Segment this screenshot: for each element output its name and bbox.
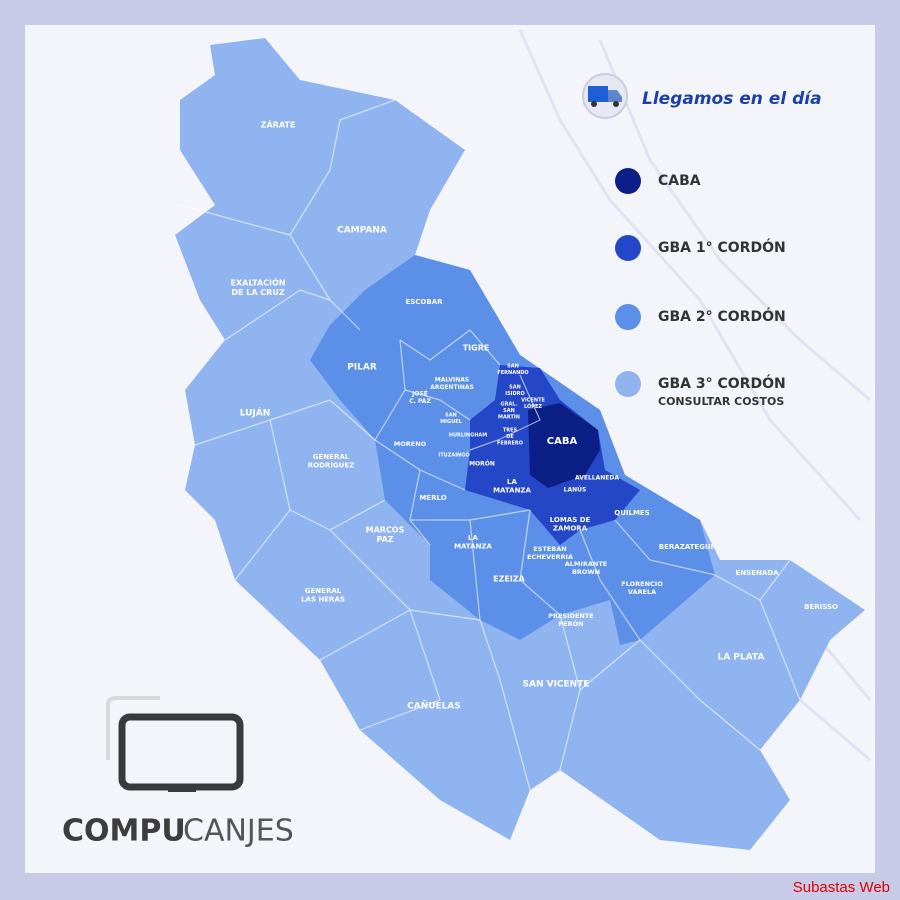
legend-note: CONSULTAR COSTOS — [658, 395, 784, 408]
zone-caba — [528, 403, 600, 488]
region-label: LA — [468, 534, 478, 542]
region-label: ARGENTINAS — [430, 384, 474, 391]
region-label: TRES — [503, 428, 518, 434]
region-label: SAN — [445, 413, 457, 419]
region-label: PRESIDENTE — [548, 612, 593, 620]
region-label: LANÚS — [564, 487, 587, 494]
region-label: MORÓN — [469, 461, 495, 468]
region-label: MATANZA — [454, 543, 492, 551]
watermark: Subastas Web — [793, 879, 890, 896]
region-label: PILAR — [347, 363, 377, 373]
region-label: PERÓN — [558, 619, 583, 628]
region-label: GRAL. — [501, 402, 518, 408]
region-label: DE LA CRUZ — [231, 288, 284, 297]
title: Llegamos en el día — [642, 89, 822, 109]
region-label: ESTEBAN — [533, 545, 566, 553]
region-label: EXALTACIÓN — [231, 277, 286, 288]
region-label: BERISSO — [804, 603, 838, 611]
district-borders — [179, 99, 801, 791]
region-label: LA PLATA — [718, 653, 765, 663]
region-label: FLORENCIO — [621, 580, 663, 588]
legend-swatch — [615, 304, 641, 330]
region-label: MERLO — [419, 494, 446, 502]
truck-icon — [582, 73, 628, 119]
region-label: MORENO — [394, 440, 427, 448]
logo-bold: COMPU — [62, 814, 186, 849]
region-label: MIGUEL — [440, 419, 462, 425]
region-label: ENSENADA — [736, 569, 780, 577]
region-label: LÓPEZ — [524, 403, 542, 410]
region-label: MATANZA — [493, 487, 531, 495]
region-label: ZÁRATE — [261, 119, 296, 130]
region-label: CABA — [547, 436, 578, 447]
region-label: ITUZAINGÓ — [438, 452, 469, 459]
region-label: LA — [507, 478, 517, 486]
map — [175, 38, 865, 850]
region-label: AVELLANEDA — [575, 475, 619, 482]
logo: COMPU CANJES — [62, 696, 294, 849]
region-label: SAN VICENTE — [523, 680, 590, 690]
legend-label: CABA — [658, 173, 701, 189]
legend-label: GBA 1° CORDÓN — [658, 238, 786, 256]
region-label: SAN — [507, 364, 519, 370]
region-label: QUILMES — [614, 509, 650, 517]
region-label: BERAZATEGUI — [659, 543, 713, 551]
region-label: CAÑUELAS — [407, 701, 461, 712]
region-label: FERNANDO — [497, 370, 528, 376]
legend-swatch — [615, 235, 641, 261]
legend-label: GBA 2° CORDÓN — [658, 307, 786, 325]
region-label: ISIDRO — [505, 391, 525, 397]
region-label: TIGRE — [463, 344, 490, 353]
region-label: LOMAS DE — [550, 516, 591, 524]
region-label: VARELA — [628, 588, 656, 596]
region-label: ZAMORA — [553, 525, 588, 533]
region-label: ESCOBAR — [405, 298, 443, 306]
background-roads — [518, 29, 872, 762]
region-label: EZEIZA — [493, 575, 526, 584]
region-label: SAN — [503, 408, 515, 414]
region-label: FEBRERO — [497, 441, 523, 447]
region-label: MALVINAS — [435, 377, 469, 384]
region-label: RODRIGUEZ — [308, 462, 354, 470]
region-label: MARTÍN — [498, 413, 520, 421]
region-label: VICENTE — [521, 398, 545, 404]
region-label: PAZ — [376, 535, 393, 544]
region-label: CAMPANA — [337, 226, 387, 236]
region-label: GENERAL — [305, 587, 342, 595]
region-label: HURLINGHAM — [449, 433, 487, 439]
logo-light: CANJES — [183, 814, 294, 849]
legend-label: GBA 3° CORDÓN — [658, 374, 786, 392]
region-label: ALMIRANTE — [565, 560, 607, 568]
legend-swatch — [615, 168, 641, 194]
legend-swatch — [615, 371, 641, 397]
region-label: BROWN — [572, 568, 600, 576]
region-label: C. PAZ — [409, 398, 431, 405]
region-label: DE — [506, 434, 514, 440]
region-label: LUJÁN — [240, 407, 271, 419]
region-label: GENERAL — [313, 453, 350, 461]
region-label: MARCOS — [366, 526, 405, 535]
region-label: JOSÉ — [411, 390, 428, 398]
region-label: ECHEVERRIA — [527, 553, 573, 561]
region-label: SAN — [509, 385, 521, 391]
region-label: LAS HERAS — [301, 596, 345, 604]
